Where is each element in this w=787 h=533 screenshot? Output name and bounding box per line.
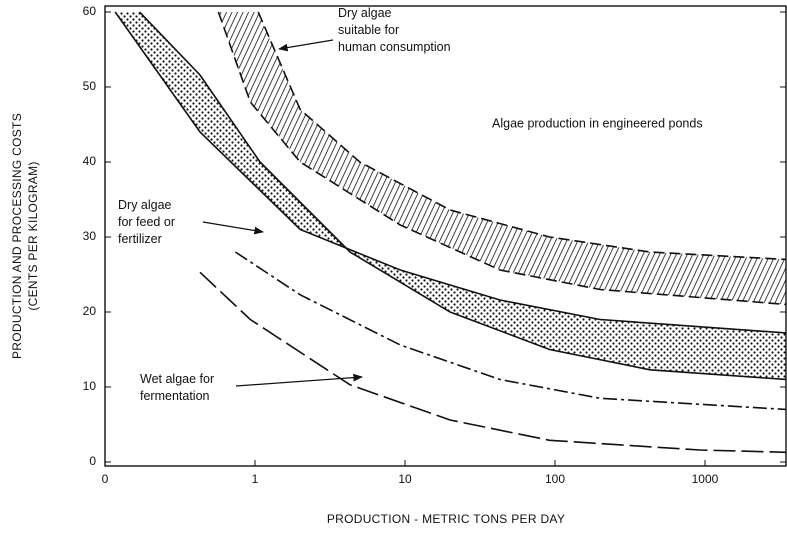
y-tick-label: 50 [83,79,97,93]
annotation-arrow [235,373,363,387]
band-fill [115,12,786,380]
y-tick-label: 0 [89,454,96,468]
label-bg [114,196,200,248]
y-tick-label: 20 [83,304,97,318]
y-axis-label: PRODUCTION AND PROCESSING COSTS (CENTS PE… [10,113,40,359]
band-upper-line [257,11,786,261]
plot-frame [104,5,787,467]
band-lower-line [217,11,786,306]
x-tick-label: 100 [545,472,565,486]
x-axis-label: PRODUCTION - METRIC TONS PER DAY [327,512,565,526]
annotation-arrow [202,221,264,235]
annotation-arrow [278,39,334,52]
plot [114,11,786,454]
y-tick-label: 40 [83,154,97,168]
y-tick-label: 60 [83,4,97,18]
y-tick-label: 30 [83,229,97,243]
band-upper-line [114,11,786,334]
x-tick-label: 0 [102,472,109,486]
x-tick-label: 10 [398,472,412,486]
annotation: Wet algae for fermentation [140,372,214,403]
x-tick-label: 1 [252,472,259,486]
y-tick-label: 10 [83,379,97,393]
cost-line [199,271,786,454]
band-lower-line [139,11,786,381]
band-fill [218,12,786,305]
annotation: Dry algae suitable for human consumption [338,6,451,54]
cost-line [234,251,786,411]
annotation: Dry algae for feed or fertilizer [118,198,175,246]
x-tick-label: 1000 [692,472,719,486]
annotation: Algae production in engineered ponds [492,116,703,130]
